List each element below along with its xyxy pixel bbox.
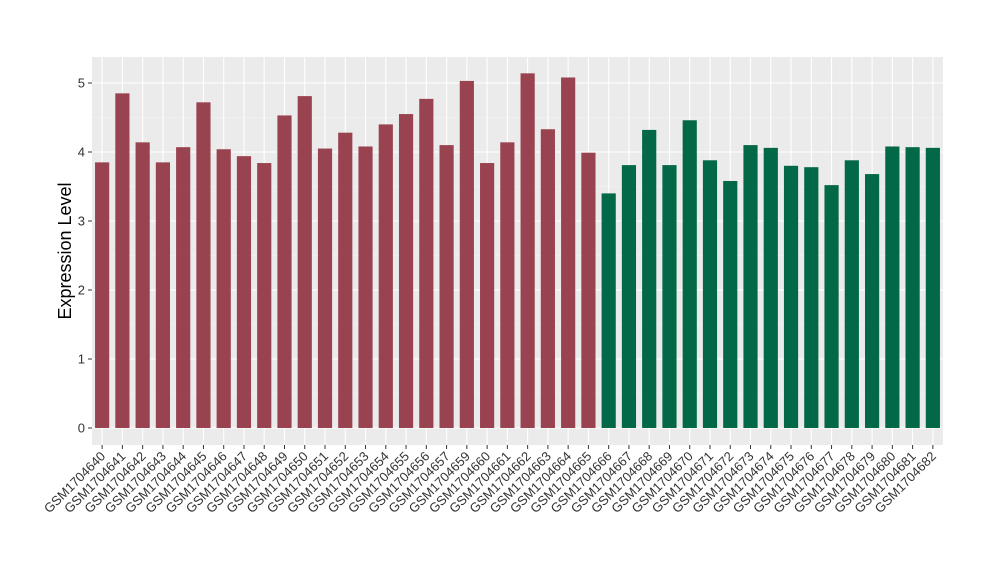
bar-GSM1704644 <box>176 147 191 429</box>
bar-GSM1704664 <box>561 77 576 428</box>
bar-GSM1704656 <box>419 98 434 429</box>
bar-GSM1704665 <box>581 152 596 428</box>
bar-GSM1704650 <box>297 96 312 429</box>
y-axis: 0 1 2 3 4 5 <box>78 76 92 436</box>
bar-GSM1704657 <box>439 145 454 428</box>
bar-GSM1704643 <box>155 162 171 428</box>
bar-GSM1704661 <box>500 142 515 428</box>
bar-GSM1704663 <box>540 129 555 429</box>
bar-GSM1704666 <box>601 193 616 428</box>
bar-GSM1704674 <box>763 147 778 429</box>
bar-GSM1704651 <box>317 148 333 429</box>
bar-GSM1704681 <box>905 147 920 429</box>
bar-GSM1704655 <box>398 114 414 429</box>
bar-GSM1704668 <box>642 129 657 429</box>
bar-GSM1704648 <box>257 163 272 429</box>
bar-GSM1704676 <box>804 167 819 428</box>
bar-GSM1704670 <box>682 120 697 428</box>
y-tick-label: 0 <box>78 421 85 436</box>
y-tick-label: 5 <box>78 76 85 91</box>
plot-panel <box>92 57 943 445</box>
bar-GSM1704649 <box>277 115 292 429</box>
bar-GSM1704662 <box>520 73 535 428</box>
bars <box>95 73 940 429</box>
bar-GSM1704672 <box>723 180 738 428</box>
bar-GSM1704679 <box>864 174 880 428</box>
bar-GSM1704641 <box>115 93 130 428</box>
bar-GSM1704671 <box>702 160 718 428</box>
bar-GSM1704667 <box>621 165 637 429</box>
bar-GSM1704673 <box>743 145 758 428</box>
y-tick-label: 3 <box>78 214 85 229</box>
bar-GSM1704680 <box>885 146 900 429</box>
bar-GSM1704652 <box>338 132 353 428</box>
bar-GSM1704669 <box>662 165 677 429</box>
y-tick-label: 2 <box>78 283 85 298</box>
bar-GSM1704682 <box>925 147 940 429</box>
bar-GSM1704647 <box>236 156 252 428</box>
bar-GSM1704640 <box>95 162 110 428</box>
bar-GSM1704660 <box>480 163 495 429</box>
minor-gridlines <box>92 117 943 394</box>
y-axis-title: Expression Level <box>55 182 75 319</box>
bar-GSM1704645 <box>196 102 211 428</box>
bar-GSM1704678 <box>844 160 859 428</box>
bar-GSM1704642 <box>135 142 150 428</box>
bar-GSM1704659 <box>459 80 474 429</box>
bar-GSM1704675 <box>783 165 799 429</box>
bar-GSM1704653 <box>358 146 373 429</box>
y-tick-label: 4 <box>78 145 85 160</box>
x-axis: GSM1704640GSM1704641GSM1704642GSM1704643… <box>41 445 939 516</box>
y-tick-label: 1 <box>78 352 85 367</box>
bar-GSM1704646 <box>216 149 231 429</box>
bar-GSM1704677 <box>824 185 839 428</box>
bar-GSM1704654 <box>378 124 393 429</box>
